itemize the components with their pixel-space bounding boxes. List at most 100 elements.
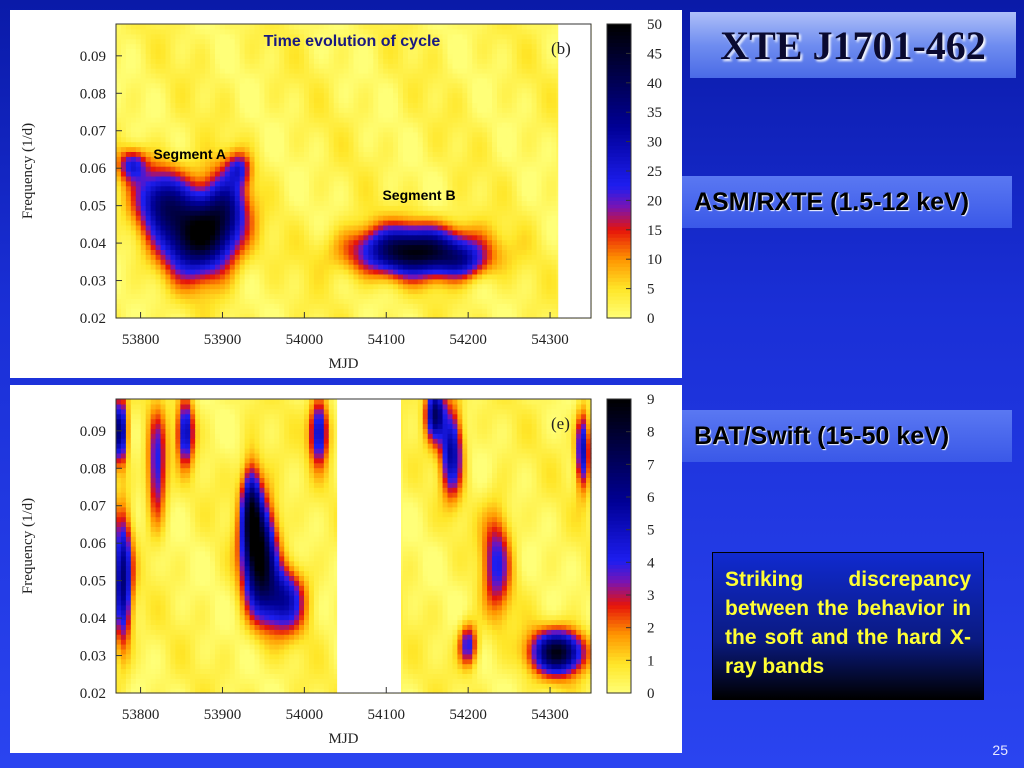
asm-heatmap-cell <box>427 200 434 206</box>
asm-heatmap-cell <box>170 43 176 50</box>
asm-heatmap-cell <box>402 249 409 255</box>
asm-heatmap-cell <box>383 28 389 35</box>
asm-heatmap-cell <box>501 254 508 260</box>
asm-heatmap-cell <box>150 126 157 133</box>
asm-heatmap-cell <box>165 77 172 84</box>
asm-heatmap-cell <box>373 117 379 123</box>
asm-heatmap-cell <box>343 195 350 201</box>
asm-heatmap-cell <box>412 220 419 226</box>
asm-heatmap-cell <box>383 210 389 216</box>
asm-heatmap-cell <box>328 210 335 216</box>
asm-heatmap-cell <box>378 205 384 211</box>
asm-heatmap-cell <box>521 180 528 187</box>
asm-heatmap-cell <box>279 254 285 260</box>
asm-heatmap-cell <box>145 293 152 299</box>
asm-heatmap-cell <box>125 77 132 84</box>
asm-heatmap-cell <box>279 249 285 255</box>
asm-heatmap-cell <box>353 210 360 216</box>
asm-heatmap-cell <box>150 87 157 94</box>
asm-heatmap-cell <box>150 195 157 201</box>
asm-heatmap-cell <box>422 293 429 299</box>
asm-heatmap-cell <box>447 175 454 182</box>
asm-heatmap-cell <box>289 288 295 295</box>
asm-heatmap-cell <box>239 220 246 226</box>
asm-heatmap-cell <box>407 229 414 236</box>
asm-heatmap-cell <box>116 234 122 241</box>
asm-heatmap-cell <box>180 58 186 64</box>
asm-heatmap-cell <box>135 38 142 45</box>
asm-heatmap-cell <box>333 33 340 40</box>
asm-heatmap-cell <box>442 141 449 148</box>
asm-heatmap-cell <box>254 126 261 133</box>
asm-heatmap-cell <box>338 308 345 314</box>
asm-heatmap-cell <box>368 269 374 275</box>
asm-heatmap-cell <box>284 131 290 138</box>
asm-heatmap-cell <box>496 102 503 108</box>
asm-heatmap-cell <box>521 220 528 226</box>
asm-heatmap-cell <box>190 229 196 236</box>
asm-heatmap-cell <box>150 180 157 187</box>
asm-heatmap-cell <box>363 73 369 79</box>
asm-heatmap-cell <box>299 180 305 187</box>
asm-heatmap-cell <box>165 180 172 187</box>
asm-heatmap-cell <box>353 190 360 197</box>
asm-heatmap-cell <box>511 205 518 211</box>
asm-heatmap-cell <box>492 175 498 182</box>
asm-heatmap-cell <box>373 249 379 255</box>
asm-heatmap-cell <box>239 234 246 241</box>
asm-heatmap-cell <box>487 33 493 40</box>
asm-heatmap-cell <box>175 200 181 206</box>
asm-heatmap-cell <box>472 48 478 54</box>
asm-heatmap-cell <box>269 283 275 290</box>
asm-heatmap-cell <box>383 298 389 304</box>
asm-heatmap-cell <box>378 229 384 236</box>
asm-heatmap-cell <box>492 283 498 290</box>
asm-heatmap-cell <box>145 92 152 99</box>
asm-heatmap-cell <box>234 175 241 182</box>
asm-heatmap-cell <box>363 185 369 192</box>
asm-heatmap-cell <box>269 126 275 133</box>
asm-heatmap-cell <box>259 151 266 157</box>
asm-heatmap-cell <box>383 244 389 250</box>
asm-heatmap-cell <box>229 151 236 157</box>
asm-heatmap-cell <box>472 239 478 246</box>
asm-heatmap-cell <box>120 38 127 45</box>
asm-heatmap-cell <box>254 38 261 45</box>
asm-heatmap-cell <box>200 283 206 290</box>
asm-heatmap-cell <box>477 220 483 226</box>
asm-heatmap-cell <box>501 215 508 221</box>
asm-heatmap-cell <box>304 117 310 123</box>
asm-heatmap-cell <box>318 278 325 285</box>
asm-heatmap-cell <box>353 112 360 118</box>
asm-heatmap-cell <box>437 166 444 172</box>
asm-heatmap-cell <box>299 308 305 314</box>
asm-heatmap-cell <box>417 24 424 30</box>
asm-heatmap-cell <box>185 151 191 157</box>
asm-heatmap-cell <box>264 92 270 99</box>
asm-heatmap-cell <box>313 24 320 30</box>
asm-heatmap-cell <box>388 43 394 50</box>
asm-heatmap-cell <box>190 293 196 299</box>
asm-heatmap-cell <box>308 195 315 201</box>
asm-heatmap-cell <box>210 293 216 299</box>
asm-heatmap-cell <box>224 48 231 54</box>
asm-heatmap-cell <box>234 63 241 69</box>
asm-heatmap-cell <box>482 122 488 128</box>
asm-heatmap-cell <box>234 303 241 309</box>
asm-heatmap-cell <box>398 63 404 69</box>
asm-heatmap-cell <box>180 254 186 260</box>
asm-heatmap-cell <box>180 117 186 123</box>
asm-heatmap-cell <box>353 166 360 172</box>
asm-heatmap-cell <box>487 180 493 187</box>
asm-heatmap-cell <box>274 166 280 172</box>
asm-heatmap-cell <box>185 234 191 241</box>
asm-heatmap-cell <box>219 122 226 128</box>
asm-heatmap-cell <box>348 185 355 192</box>
asm-heatmap-cell <box>150 210 157 216</box>
asm-heatmap-cell <box>511 53 518 59</box>
asm-heatmap-cell <box>165 273 172 280</box>
asm-heatmap-cell <box>363 146 369 152</box>
asm-heatmap-cell <box>467 102 473 108</box>
asm-heatmap-cell <box>393 185 399 192</box>
asm-heatmap-cell <box>402 215 409 221</box>
